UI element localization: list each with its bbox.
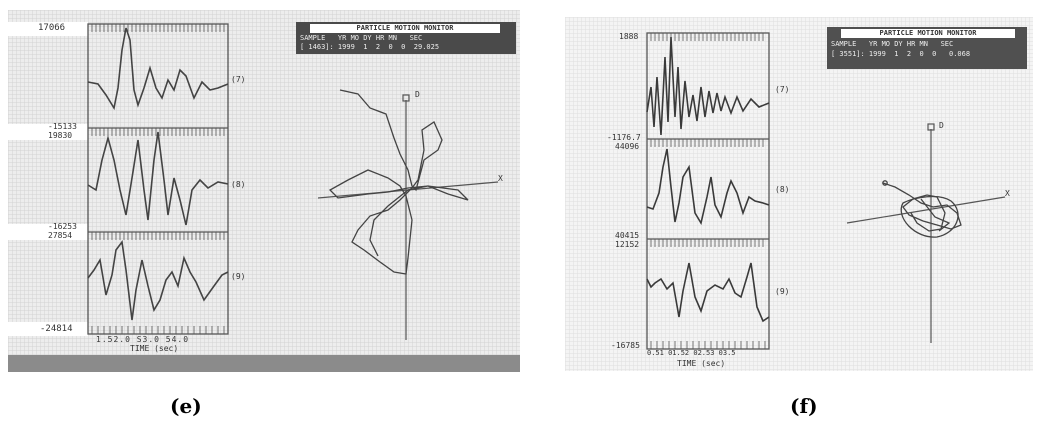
particle-motion-trajectory-e bbox=[328, 89, 469, 275]
monitor-screen-e: PARTICLE MOTION MONITOR SAMPLE YR MO DY … bbox=[8, 10, 520, 355]
x-ticks-f: 0.51 01.52 02.53 03.5 bbox=[647, 349, 736, 357]
particle-motion-axes-f bbox=[846, 123, 1006, 343]
header-row2-e: [ 1463]: 1999 1 2 0 0 29.025 bbox=[300, 43, 440, 51]
channel-label-f-7: (7) bbox=[775, 85, 790, 94]
monitor-svg-f bbox=[565, 17, 1033, 371]
y-label-e-2: -15133 bbox=[48, 122, 77, 131]
channel-label-f-8: (8) bbox=[775, 185, 790, 194]
monitor-svg-e bbox=[8, 10, 520, 355]
waveform-traces-f bbox=[646, 36, 770, 323]
header-row2-f: [ 3551]: 1999 1 2 0 0 0.068 bbox=[831, 50, 971, 58]
channel-label-e-9: (9) bbox=[231, 272, 246, 281]
x-label-f: TIME (sec) bbox=[677, 359, 726, 368]
y-label-f-6: -16785 bbox=[611, 341, 640, 350]
x-ticks-e: 1.52.0 S3.0 54.0 bbox=[96, 335, 190, 344]
channel-label-f-9: (9) bbox=[775, 287, 790, 296]
y-label-f-3: 44096 bbox=[615, 142, 640, 151]
y-label-e-4: -16253 bbox=[48, 222, 77, 231]
axis-letter-d-f: D bbox=[939, 121, 944, 130]
header-row1-e: SAMPLE YR MO DY HR MN SEC bbox=[300, 34, 423, 42]
y-label-e-1: 17066 bbox=[38, 23, 66, 33]
axis-letter-x-e: X bbox=[498, 174, 503, 183]
monitor-title-f: PARTICLE MOTION MONITOR bbox=[879, 29, 977, 37]
y-label-e-3: 19830 bbox=[48, 131, 73, 140]
x-label-e: TIME (sec) bbox=[130, 344, 179, 353]
channel-label-e-7: (7) bbox=[231, 75, 246, 84]
monitor-screen-f: PARTICLE MOTION MONITOR SAMPLE YR MO DY … bbox=[565, 17, 1033, 371]
y-label-f-2: -1176.7 bbox=[607, 133, 641, 142]
photo-panel-e: PARTICLE MOTION MONITOR SAMPLE YR MO DY … bbox=[8, 10, 520, 372]
y-label-f-1: 1888 bbox=[619, 32, 639, 41]
particle-motion-trajectory-f bbox=[882, 180, 962, 238]
axis-letter-d-e: D bbox=[415, 90, 420, 99]
channel-label-e-8: (8) bbox=[231, 180, 246, 189]
y-label-f-5: 12152 bbox=[615, 240, 640, 249]
y-label-e-5: 27854 bbox=[48, 231, 73, 240]
axis-letter-x-f: X bbox=[1005, 189, 1010, 198]
y-label-f-4: 40415 bbox=[615, 231, 640, 240]
y-label-e-6: -24814 bbox=[40, 324, 73, 334]
waveform-traces-e bbox=[87, 27, 229, 321]
caption-f: (f) bbox=[790, 394, 818, 418]
photo-panel-f: PARTICLE MOTION MONITOR SAMPLE YR MO DY … bbox=[565, 17, 1033, 371]
caption-e: (e) bbox=[170, 394, 202, 418]
header-row1-f: SAMPLE YR MO DY HR MN SEC bbox=[831, 40, 954, 48]
monitor-title-e: PARTICLE MOTION MONITOR bbox=[356, 24, 454, 32]
